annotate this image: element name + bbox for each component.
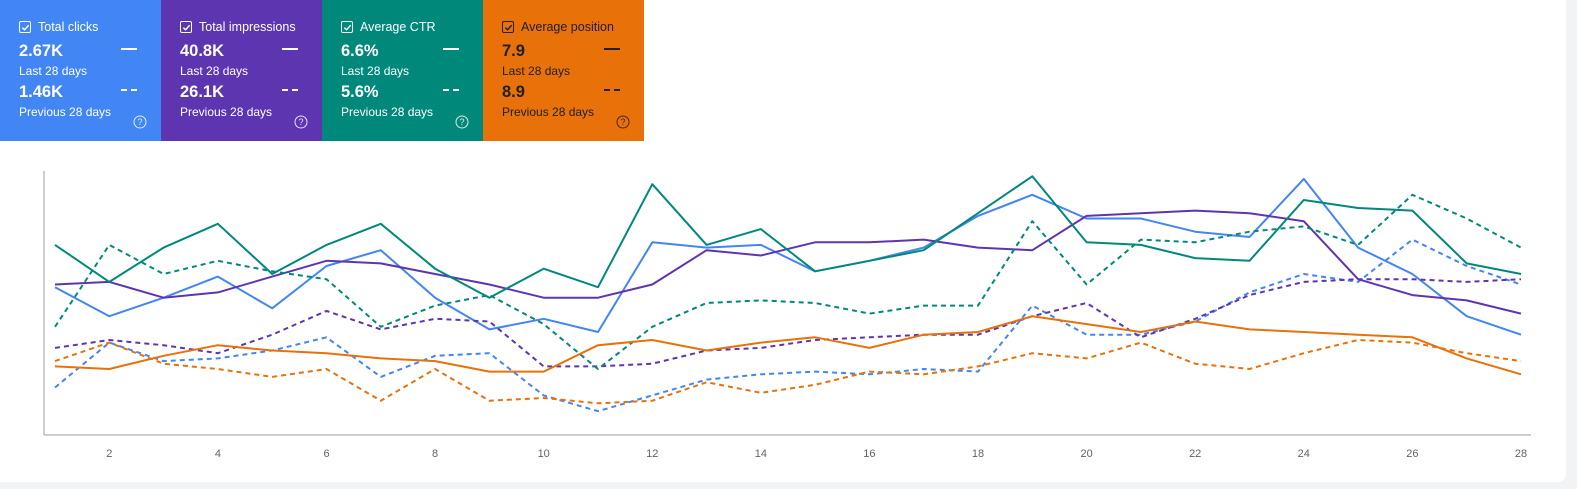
solid-line-legend-icon: [282, 48, 298, 50]
dashed-line-legend-icon: [121, 89, 137, 91]
current-value: 7.9: [502, 42, 525, 60]
help-icon[interactable]: ?: [294, 115, 308, 129]
card-header: Average CTR: [341, 20, 436, 34]
checkbox-checked-icon[interactable]: [19, 21, 31, 33]
x-tick-label: 26: [1406, 448, 1418, 460]
x-tick-label: 16: [863, 448, 875, 460]
previous-period-label: Previous 28 days: [180, 105, 273, 119]
dashed-line-legend-icon: [282, 89, 298, 91]
series-line-impressions-current: [54, 209, 1522, 315]
x-tick-label: 14: [755, 448, 767, 460]
series-line-position-previous: [54, 339, 1522, 405]
metric-cards: Total clicks 2.67K Last 28 days 1.46K Pr…: [0, 0, 644, 141]
card-header: Total clicks: [19, 20, 98, 34]
x-tick-label: 2: [106, 448, 112, 460]
svg-text:?: ?: [137, 117, 142, 127]
metric-card-clicks[interactable]: Total clicks 2.67K Last 28 days 1.46K Pr…: [0, 0, 161, 141]
checkbox-checked-icon[interactable]: [180, 21, 192, 33]
help-icon[interactable]: ?: [455, 115, 469, 129]
previous-period-label: Previous 28 days: [341, 105, 434, 119]
card-header: Total impressions: [180, 20, 296, 34]
metric-card-impressions[interactable]: Total impressions 40.8K Last 28 days 26.…: [161, 0, 322, 141]
series-line-ctr-previous: [54, 193, 1522, 370]
solid-line-legend-icon: [443, 48, 459, 50]
current-period-label: Last 28 days: [180, 64, 249, 78]
series-line-position-current: [54, 315, 1522, 376]
help-icon[interactable]: ?: [616, 115, 630, 129]
x-tick-label: 12: [646, 448, 658, 460]
checkbox-checked-icon[interactable]: [502, 21, 514, 33]
dashed-line-legend-icon: [443, 89, 459, 91]
metric-title: Total clicks: [38, 20, 99, 34]
x-tick-label: 28: [1515, 448, 1527, 460]
previous-period-label: Previous 28 days: [502, 105, 595, 119]
svg-text:?: ?: [620, 117, 625, 127]
help-icon[interactable]: ?: [133, 115, 147, 129]
dashed-line-legend-icon: [604, 89, 620, 91]
current-period-label: Last 28 days: [341, 64, 410, 78]
previous-value: 5.6%: [341, 83, 379, 101]
previous-value: 8.9: [502, 83, 525, 101]
metric-card-position[interactable]: Average position 7.9 Last 28 days 8.9 Pr…: [483, 0, 644, 141]
metric-title: Total impressions: [199, 20, 296, 34]
x-tick-label: 18: [972, 448, 984, 460]
current-value: 40.8K: [180, 42, 225, 60]
x-tick-label: 6: [323, 448, 329, 460]
previous-value: 1.46K: [19, 83, 64, 101]
x-tick-label: 4: [215, 448, 221, 460]
x-tick-label: 10: [538, 448, 550, 460]
x-tick-labels: 2 4 6 8 10 12 14 16 18 20 22 24 26 28: [106, 448, 1527, 460]
solid-line-legend-icon: [604, 48, 620, 50]
current-value: 2.67K: [19, 42, 64, 60]
x-tick-label: 24: [1298, 448, 1310, 460]
previous-value: 26.1K: [180, 83, 225, 101]
series-line-ctr-current: [54, 175, 1522, 299]
performance-panel: Total clicks 2.67K Last 28 days 1.46K Pr…: [0, 0, 1566, 482]
metric-title: Average position: [521, 20, 614, 34]
series-line-clicks-current: [54, 177, 1522, 336]
previous-period-label: Previous 28 days: [19, 105, 112, 119]
card-header: Average position: [502, 20, 614, 34]
current-value: 6.6%: [341, 42, 379, 60]
series-group: [54, 175, 1522, 413]
current-period-label: Last 28 days: [19, 64, 88, 78]
checkbox-checked-icon[interactable]: [341, 21, 353, 33]
metric-card-ctr[interactable]: Average CTR 6.6% Last 28 days 5.6% Previ…: [322, 0, 483, 141]
solid-line-legend-icon: [121, 48, 137, 50]
series-line-clicks-previous: [54, 238, 1522, 413]
x-tick-label: 20: [1080, 448, 1092, 460]
x-tick-label: 8: [432, 448, 438, 460]
svg-text:?: ?: [459, 117, 464, 127]
metric-title: Average CTR: [360, 20, 436, 34]
svg-text:?: ?: [298, 117, 303, 127]
performance-line-chart: 2 4 6 8 10 12 14 16 18 20 22 24 26 28: [43, 171, 1531, 460]
current-period-label: Last 28 days: [502, 64, 571, 78]
x-tick-label: 22: [1189, 448, 1201, 460]
